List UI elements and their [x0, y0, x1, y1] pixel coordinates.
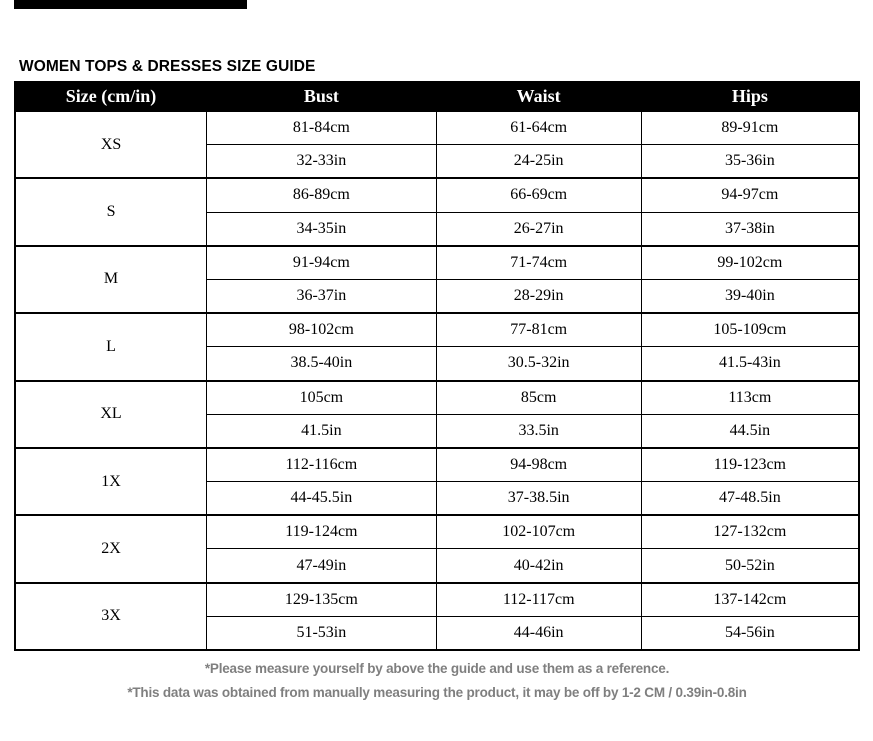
header-bust: Bust — [206, 81, 437, 112]
size-label-cell: XS — [14, 109, 208, 179]
measurement-cell-in: 36-37in — [206, 278, 437, 314]
table-row-in: 47-49in 40-42in 50-52in — [15, 548, 860, 584]
measurement-cell-in: 24-25in — [435, 144, 642, 179]
measurement-cell-in: 54-56in — [640, 615, 860, 651]
measurement-cell-in: 34-35in — [206, 211, 437, 247]
measurement-cell-cm: 91-94cm — [206, 244, 437, 280]
measurement-cell-cm: 127-132cm — [640, 514, 860, 550]
measurement-cell-cm: 112-116cm — [206, 446, 437, 483]
measurement-cell-in: 30.5-32in — [435, 346, 642, 381]
table-row-cm: XL 105cm 85cm 113cm — [14, 379, 860, 449]
footnote-reference: *Please measure yourself by above the gu… — [204, 661, 670, 676]
table-row-cm: 3X 129-135cm 112-117cm 137-142cm — [14, 581, 860, 651]
size-label-cell: L — [14, 312, 208, 382]
footnote-tolerance: *This data was obtained from manually me… — [127, 685, 747, 700]
table-row-in: 51-53in 44-46in 54-56in — [15, 615, 860, 651]
measurement-cell-cm: 102-107cm — [435, 514, 642, 550]
measurement-cell-in: 41.5-43in — [640, 346, 860, 381]
size-label-cell: XL — [14, 379, 208, 449]
table-row-cm: L 98-102cm 77-81cm 105-109cm — [14, 312, 860, 382]
measurement-cell-in: 28-29in — [435, 278, 642, 314]
measurement-cell-in: 32-33in — [206, 144, 437, 179]
measurement-cell-cm: 85cm — [435, 379, 642, 415]
measurement-cell-cm: 105-109cm — [640, 312, 860, 348]
measurement-cell-in: 51-53in — [206, 615, 437, 651]
table-row-cm: S 86-89cm 66-69cm 94-97cm — [14, 177, 860, 247]
measurement-cell-cm: 129-135cm — [206, 581, 437, 617]
table-row-cm: M 91-94cm 71-74cm 99-102cm — [14, 244, 860, 314]
measurement-cell-cm: 98-102cm — [206, 312, 437, 348]
measurement-cell-in: 37-38.5in — [435, 481, 642, 516]
table-row-cm: XS 81-84cm 61-64cm 89-91cm — [14, 109, 860, 179]
measurement-cell-cm: 94-97cm — [640, 177, 860, 213]
size-label-cell: S — [14, 177, 208, 247]
measurement-cell-cm: 99-102cm — [640, 244, 860, 280]
measurement-cell-cm: 113cm — [640, 379, 860, 415]
measurement-cell-cm: 71-74cm — [435, 244, 642, 280]
measurement-cell-in: 41.5in — [206, 413, 437, 449]
measurement-cell-in: 33.5in — [435, 413, 642, 449]
header-waist: Waist — [435, 81, 642, 112]
size-label-cell: 1X — [14, 446, 208, 516]
measurement-cell-in: 44-45.5in — [206, 481, 437, 516]
header-hips: Hips — [640, 81, 860, 112]
table-row-in: 34-35in 26-27in 37-38in — [15, 211, 860, 247]
measurement-cell-in: 39-40in — [640, 278, 860, 314]
measurement-cell-cm: 94-98cm — [435, 446, 642, 483]
measurement-cell-in: 35-36in — [640, 144, 860, 179]
table-header-row: Size (cm/in) Bust Waist Hips — [14, 81, 860, 112]
measurement-cell-cm: 61-64cm — [435, 110, 642, 146]
measurement-cell-cm: 89-91cm — [640, 110, 860, 146]
header-size: Size (cm/in) — [14, 81, 208, 112]
measurement-cell-in: 26-27in — [435, 211, 642, 247]
measurement-cell-in: 47-48.5in — [640, 481, 860, 516]
measurement-cell-cm: 86-89cm — [206, 177, 437, 213]
measurement-cell-cm: 119-123cm — [640, 446, 860, 483]
measurement-cell-cm: 119-124cm — [206, 514, 437, 550]
measurement-cell-in: 50-52in — [640, 548, 860, 584]
measurement-cell-cm: 81-84cm — [206, 110, 437, 146]
measurement-cell-cm: 112-117cm — [435, 581, 642, 617]
size-guide-table: Size (cm/in) Bust Waist Hips XS 81-84cm 61… — [14, 81, 860, 651]
table-row-cm: 2X 119-124cm 102-107cm 127-132cm — [14, 514, 860, 584]
size-label-cell: 3X — [14, 581, 208, 651]
table-row-in: 32-33in 24-25in 35-36in — [15, 144, 860, 179]
size-label-cell: 2X — [14, 514, 208, 584]
top-partial-bar — [14, 0, 247, 9]
measurement-cell-cm: 137-142cm — [640, 581, 860, 617]
table-row-in: 41.5in 33.5in 44.5in — [15, 413, 860, 449]
size-table-body: XS 81-84cm 61-64cm 89-91cm 32-33in 24-25in 35-… — [14, 109, 860, 651]
measurement-cell-cm: 77-81cm — [435, 312, 642, 348]
measurement-cell-in: 38.5-40in — [206, 346, 437, 381]
measurement-cell-in: 44.5in — [640, 413, 860, 449]
measurement-cell-in: 44-46in — [435, 615, 642, 651]
measurement-cell-cm: 105cm — [206, 379, 437, 415]
page-title: WOMEN TOPS & DRESSES SIZE GUIDE — [19, 58, 316, 75]
table-row-in: 38.5-40in 30.5-32in 41.5-43in — [15, 346, 860, 381]
size-label-cell: M — [14, 244, 208, 314]
table-row-in: 44-45.5in 37-38.5in 47-48.5in — [15, 481, 860, 516]
measurement-cell-in: 37-38in — [640, 211, 860, 247]
measurement-cell-in: 40-42in — [435, 548, 642, 584]
measurement-cell-cm: 66-69cm — [435, 177, 642, 213]
table-row-cm: 1X 112-116cm 94-98cm 119-123cm — [14, 446, 860, 516]
measurement-cell-in: 47-49in — [206, 548, 437, 584]
footnotes: *Please measure yourself by above the gu… — [14, 657, 860, 705]
table-row-in: 36-37in 28-29in 39-40in — [15, 278, 860, 314]
